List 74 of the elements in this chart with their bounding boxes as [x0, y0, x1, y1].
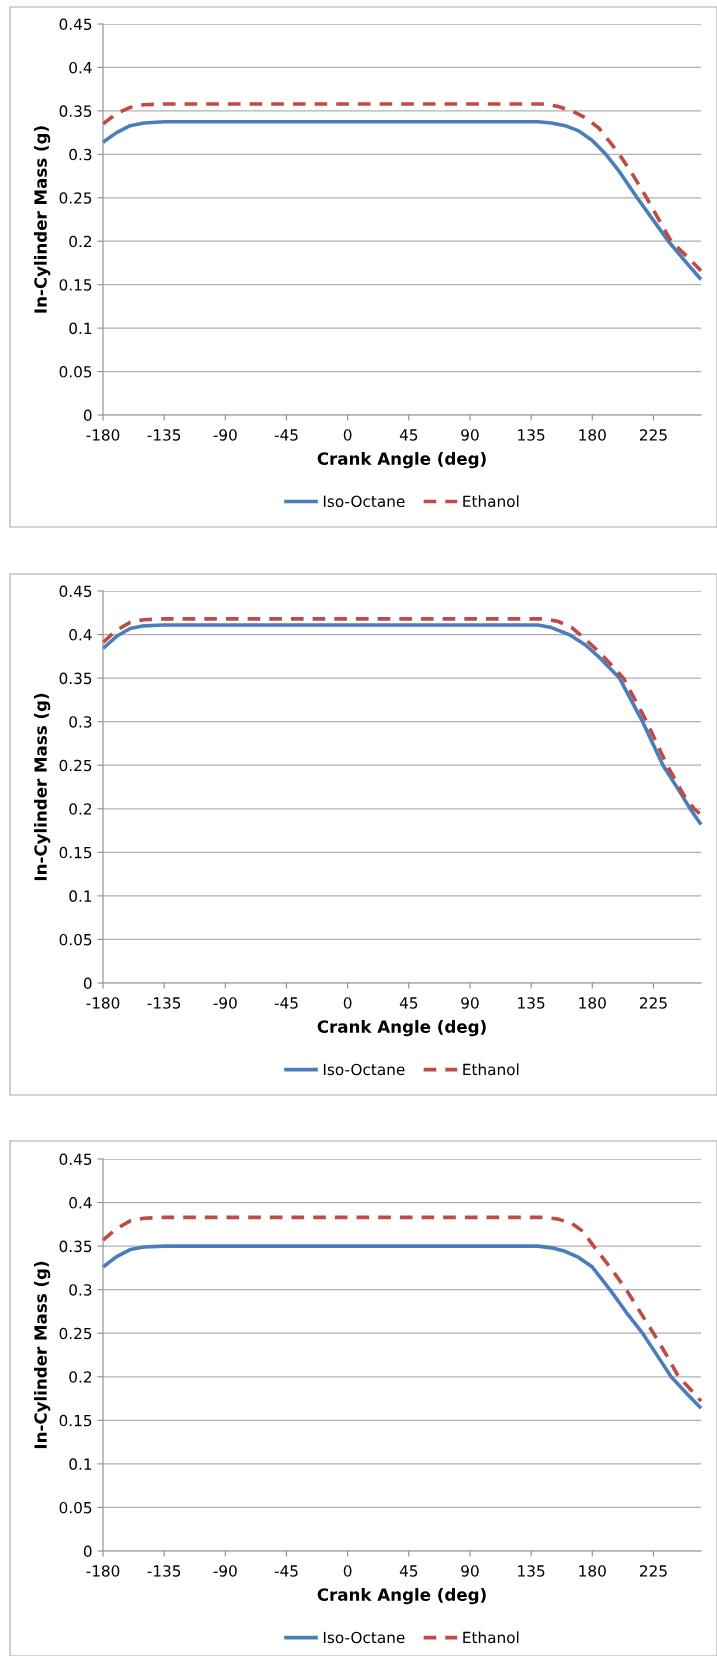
y-tick-label: 0.1	[69, 322, 92, 335]
x-tick-label: -45	[274, 997, 298, 1009]
y-tick-label: 0	[83, 977, 92, 990]
legend-label: Ethanol	[463, 495, 519, 508]
y-tick-label: 0.1	[69, 890, 92, 902]
y-tick-label: 0.2	[69, 235, 92, 248]
x-tick-label: 225	[639, 997, 667, 1009]
x-tick-label: 90	[461, 1565, 479, 1577]
y-tick-label: 0.15	[59, 1414, 92, 1427]
x-tick-label: 0	[343, 1565, 352, 1577]
x-tick-label: -135	[147, 997, 181, 1009]
y-tick-label: 0.2	[69, 803, 92, 815]
x-tick-label: -90	[213, 429, 237, 441]
y-tick-label: 0.1	[69, 1458, 92, 1470]
y-tick-label: 0.25	[59, 759, 92, 772]
y-tick-label: 0.25	[59, 1327, 92, 1340]
legend-label: Ethanol	[463, 1631, 519, 1644]
y-tick-label: 0.05	[59, 366, 92, 378]
x-tick-label: -135	[147, 1565, 181, 1577]
x-tick-label: -180	[86, 1565, 120, 1577]
y-tick-label: 0.3	[69, 716, 92, 728]
legend-label: Iso-Octane	[323, 1631, 405, 1644]
x-tick-label: 45	[399, 1565, 418, 1577]
y-tick-label: 0.3	[69, 1284, 92, 1296]
x-tick-label: -90	[213, 997, 237, 1009]
y-tick-label: 0.05	[59, 1501, 92, 1514]
x-tick-label: 135	[518, 429, 545, 441]
y-tick-label: 0.45	[59, 1153, 92, 1166]
y-tick-label: 0	[83, 1545, 92, 1558]
x-tick-label: 180	[579, 997, 606, 1009]
x-tick-label: 90	[461, 429, 479, 441]
y-tick-label: 0.45	[59, 585, 92, 598]
x-axis-title: Crank Angle (deg)	[317, 1020, 486, 1037]
x-tick-label: 45	[399, 997, 418, 1009]
y-tick-label: 0.15	[59, 279, 92, 291]
x-tick-label: 225	[639, 1565, 667, 1577]
x-tick-label: -135	[147, 429, 181, 441]
y-axis-title: In-Cylinder Mass (g)	[33, 693, 51, 881]
y-tick-label: 0.3	[69, 148, 92, 161]
x-tick-label: 180	[579, 429, 606, 441]
x-tick-label: 225	[639, 429, 667, 441]
x-tick-label: 0	[343, 997, 352, 1009]
line-series	[101, 1244, 703, 1410]
y-tick-label: 0.2	[69, 1371, 92, 1383]
y-tick-label: 0.35	[59, 105, 92, 117]
x-tick-label: -45	[274, 1565, 298, 1577]
x-tick-label: -180	[86, 429, 120, 441]
y-tick-label: 0.45	[59, 18, 92, 31]
y-tick-label: 0.35	[59, 1240, 92, 1253]
x-tick-label: 180	[579, 1565, 606, 1577]
x-tick-label: -180	[86, 997, 120, 1009]
x-tick-label: 90	[461, 997, 479, 1009]
legend-label: Ethanol	[463, 1063, 519, 1076]
legend-label: Iso-Octane	[323, 1063, 405, 1076]
y-axis-title: In-Cylinder Mass (g)	[33, 1261, 51, 1449]
y-tick-label: 0.4	[69, 61, 92, 74]
x-tick-label: 0	[343, 429, 352, 441]
x-tick-label: 135	[518, 997, 545, 1009]
y-tick-label: 0.35	[59, 672, 92, 685]
y-tick-label: 0.4	[69, 1197, 92, 1209]
x-tick-label: -90	[213, 1565, 237, 1577]
y-tick-label: 0	[83, 409, 92, 422]
y-tick-label: 0.15	[59, 846, 92, 859]
x-tick-label: -45	[274, 429, 298, 441]
y-axis-title: In-Cylinder Mass (g)	[33, 126, 51, 313]
y-tick-label: 0.05	[59, 933, 92, 946]
x-tick-label: 45	[399, 429, 418, 441]
line-series	[101, 1215, 703, 1403]
x-axis-title: Crank Angle (deg)	[317, 1588, 486, 1605]
legend-label: Iso-Octane	[323, 495, 405, 508]
y-tick-label: 0.4	[69, 629, 92, 641]
y-tick-label: 0.25	[59, 192, 92, 204]
x-axis-title: Crank Angle (deg)	[317, 452, 486, 469]
x-tick-label: 135	[518, 1565, 545, 1577]
